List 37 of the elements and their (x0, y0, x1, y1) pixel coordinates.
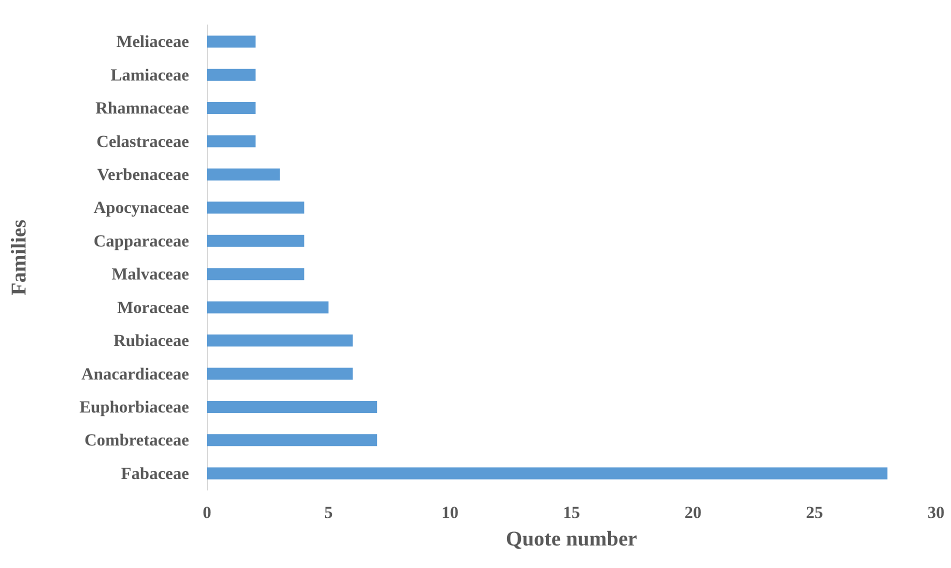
y-tick-label: Lamiaceae (110, 65, 190, 84)
x-tick-label: 30 (928, 503, 944, 522)
x-tick-label: 0 (202, 503, 212, 522)
bar (207, 202, 304, 214)
bar (207, 467, 888, 480)
bar (207, 36, 256, 48)
y-tick-label: Celastraceae (96, 132, 190, 151)
bar (207, 68, 256, 81)
x-tick-label: 15 (563, 503, 580, 522)
y-tick-label: Fabaceae (121, 464, 190, 483)
bar (207, 234, 304, 247)
bar (207, 368, 353, 380)
bar (207, 168, 280, 180)
x-axis-title: Quote number (506, 526, 638, 550)
x-tick-label: 5 (324, 503, 333, 522)
bar (207, 135, 256, 148)
y-tick-label: Malvaceae (112, 264, 190, 284)
y-tick-label: Combretaceae (84, 430, 190, 450)
y-tick-label: Euphorbiaceae (79, 397, 190, 416)
x-tick-label: 25 (806, 503, 823, 522)
bar (207, 301, 328, 314)
bar (207, 400, 378, 413)
bar (207, 334, 353, 347)
y-tick-label: Verbenaceae (97, 164, 190, 184)
y-tick-label: Moraceae (117, 298, 190, 317)
bar (207, 434, 378, 446)
y-tick-label: Anacardiaceae (81, 364, 190, 384)
y-tick-label: Rhamnaceae (96, 98, 190, 118)
y-tick-label: Apocynaceae (94, 198, 190, 218)
y-tick-label: Rubiaceae (113, 331, 190, 350)
x-tick-label: 20 (684, 503, 702, 522)
y-axis-title: Families (6, 220, 30, 296)
x-tick-label: 10 (442, 503, 458, 522)
bar (207, 102, 256, 114)
bar (207, 268, 304, 280)
y-tick-label: Meliaceae (116, 32, 190, 52)
y-tick-label: Capparaceae (94, 231, 190, 250)
